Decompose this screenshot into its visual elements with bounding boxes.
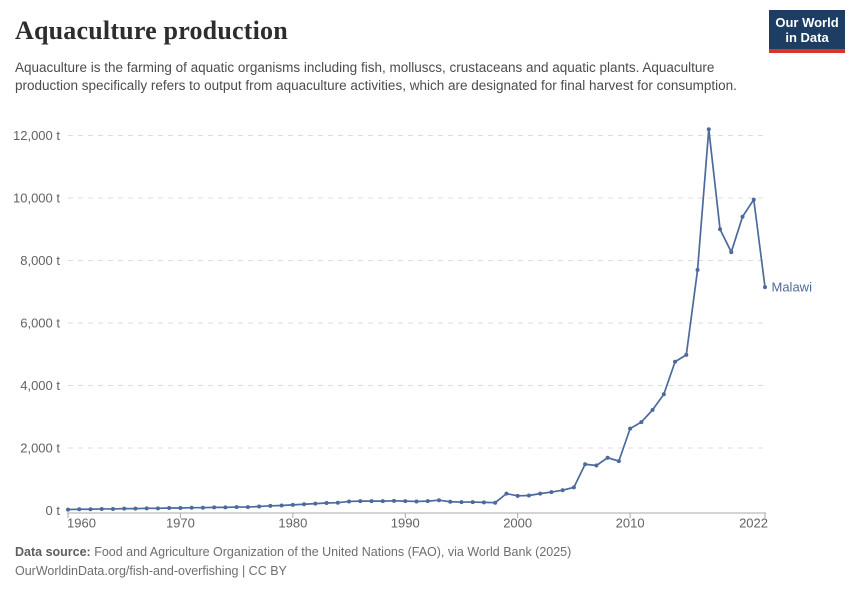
- data-point[interactable]: [155, 506, 160, 511]
- data-point[interactable]: [650, 407, 655, 412]
- y-axis-label: 10,000 t: [13, 191, 60, 206]
- data-point[interactable]: [245, 505, 250, 510]
- data-point[interactable]: [571, 485, 576, 490]
- data-points[interactable]: [66, 127, 767, 512]
- data-point[interactable]: [538, 491, 543, 496]
- data-point[interactable]: [751, 197, 756, 202]
- line-chart[interactable]: 0 t 2,000 t 4,000 t 6,000 t 8,000 t 10,000 t 1…: [0, 118, 850, 535]
- data-point[interactable]: [706, 127, 711, 132]
- data-point[interactable]: [99, 506, 104, 511]
- page-title: Aquaculture production: [15, 16, 288, 45]
- data-point[interactable]: [740, 214, 745, 219]
- owid-url-link[interactable]: OurWorldinData.org/fish-and-overfishing: [15, 564, 239, 578]
- x-axis-label: 1980: [278, 516, 307, 531]
- y-axis-label: 2,000 t: [20, 441, 60, 456]
- data-point[interactable]: [234, 505, 239, 510]
- data-point[interactable]: [583, 462, 588, 467]
- data-source-label: Data source:: [15, 545, 91, 559]
- data-point[interactable]: [470, 500, 475, 505]
- data-point[interactable]: [403, 499, 408, 504]
- data-point[interactable]: [526, 493, 531, 498]
- data-point[interactable]: [684, 352, 689, 357]
- data-point[interactable]: [369, 499, 374, 504]
- owid-logo[interactable]: Our World in Data: [769, 10, 845, 53]
- data-point[interactable]: [257, 504, 262, 509]
- data-point[interactable]: [448, 499, 453, 504]
- data-point[interactable]: [324, 501, 329, 505]
- data-point[interactable]: [313, 501, 318, 506]
- x-axis-label: 1960: [67, 516, 96, 531]
- data-point[interactable]: [77, 507, 82, 512]
- y-axis-label: 12,000 t: [13, 128, 60, 143]
- data-point[interactable]: [628, 426, 633, 431]
- x-axis-label: 2000: [503, 516, 532, 531]
- license-text: | CC BY: [238, 564, 287, 578]
- x-axis-label: 2010: [616, 516, 645, 531]
- data-point[interactable]: [729, 250, 734, 255]
- data-point[interactable]: [144, 506, 149, 511]
- series-line-malawi[interactable]: [67, 128, 766, 511]
- data-point[interactable]: [110, 506, 115, 511]
- x-axis-label: 1970: [166, 516, 195, 531]
- y-axis-label: 0 t: [46, 503, 61, 518]
- data-point[interactable]: [594, 463, 599, 468]
- data-point[interactable]: [212, 505, 217, 510]
- entity-label-malawi[interactable]: Malawi: [772, 280, 813, 295]
- data-point[interactable]: [223, 505, 228, 510]
- data-point[interactable]: [560, 488, 565, 493]
- data-source-line: Data source: Food and Agriculture Organi…: [15, 543, 835, 562]
- y-axis-label: 8,000 t: [20, 253, 60, 268]
- data-point[interactable]: [616, 459, 621, 464]
- data-point[interactable]: [347, 499, 352, 504]
- data-point[interactable]: [122, 506, 127, 511]
- x-axis-label: 2022: [739, 516, 768, 531]
- data-point[interactable]: [380, 499, 385, 504]
- y-axis-label: 4,000 t: [20, 378, 60, 393]
- data-point[interactable]: [493, 500, 498, 505]
- data-point[interactable]: [178, 506, 183, 510]
- data-point[interactable]: [279, 503, 284, 508]
- data-point[interactable]: [88, 507, 93, 512]
- data-point[interactable]: [763, 285, 767, 290]
- data-point[interactable]: [133, 506, 138, 511]
- data-point[interactable]: [661, 392, 666, 397]
- data-point[interactable]: [425, 499, 430, 504]
- data-point[interactable]: [695, 267, 700, 272]
- chart-subtitle: Aquaculture is the farming of aquatic or…: [15, 60, 737, 93]
- data-point[interactable]: [515, 493, 520, 498]
- owid-logo-line2: in Data: [785, 30, 829, 45]
- data-point[interactable]: [167, 506, 172, 510]
- data-point[interactable]: [290, 502, 295, 507]
- data-point[interactable]: [392, 498, 397, 503]
- chart-footer: Data source: Food and Agriculture Organi…: [15, 543, 835, 581]
- y-axis-label: 6,000 t: [20, 316, 60, 331]
- data-point[interactable]: [414, 499, 419, 504]
- data-point[interactable]: [200, 505, 205, 510]
- data-point[interactable]: [639, 420, 644, 425]
- data-point[interactable]: [504, 491, 509, 496]
- data-point[interactable]: [436, 498, 441, 503]
- data-point[interactable]: [335, 500, 340, 505]
- attribution-line: OurWorldinData.org/fish-and-overfishing …: [15, 562, 835, 581]
- data-point[interactable]: [358, 499, 363, 504]
- data-point[interactable]: [549, 490, 554, 495]
- data-point[interactable]: [66, 507, 70, 512]
- data-point[interactable]: [268, 503, 273, 508]
- data-point[interactable]: [718, 227, 723, 232]
- data-point[interactable]: [189, 505, 194, 510]
- data-point[interactable]: [605, 455, 610, 460]
- data-point[interactable]: [302, 502, 307, 507]
- data-source-text: Food and Agriculture Organization of the…: [90, 545, 572, 559]
- owid-logo-line1: Our World: [775, 15, 839, 30]
- data-point[interactable]: [673, 359, 678, 364]
- x-axis-label: 1990: [391, 516, 420, 531]
- data-point[interactable]: [481, 500, 486, 505]
- data-point[interactable]: [459, 500, 464, 505]
